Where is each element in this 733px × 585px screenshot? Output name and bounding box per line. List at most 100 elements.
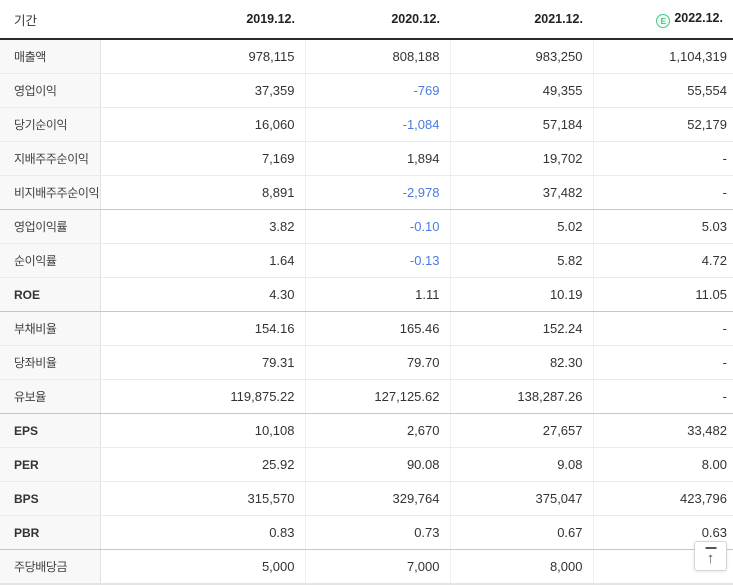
- cell-value: 0.83: [99, 515, 305, 550]
- cell-value: 79.31: [99, 345, 305, 380]
- row-label: 영업이익: [0, 73, 101, 108]
- table-row: 영업이익 37,359 -769 49,355 55,554: [0, 73, 733, 108]
- row-label: 유보율: [0, 379, 101, 414]
- cell-value: 8.00: [592, 447, 733, 482]
- cell-value: 329,764: [304, 481, 450, 516]
- cell-value: 0.73: [304, 515, 450, 550]
- cell-value: 375,047: [449, 481, 593, 516]
- cell-value: 1,894: [304, 141, 450, 176]
- cell-value: 5.03: [592, 209, 733, 244]
- cell-value: 3.82: [99, 209, 305, 244]
- row-label: BPS: [0, 481, 101, 516]
- cell-value: 8,000: [449, 549, 593, 585]
- cell-value: 119,875.22: [99, 379, 305, 414]
- cell-value: -: [592, 379, 733, 414]
- year-column-header: 2021.12.: [450, 0, 593, 40]
- cell-value: -: [592, 311, 733, 346]
- cell-value: 7,169: [99, 141, 305, 176]
- cell-value: 0.67: [449, 515, 593, 550]
- row-label: PER: [0, 447, 101, 482]
- cell-value: 5,000: [99, 549, 305, 585]
- row-label: 당기순이익: [0, 107, 101, 142]
- table-row: 지배주주순이익 7,169 1,894 19,702-: [0, 141, 733, 176]
- cell-value: -: [592, 345, 733, 380]
- cell-value: 808,188: [304, 39, 450, 74]
- cell-value: 127,125.62: [304, 379, 450, 414]
- cell-value: 152.24: [449, 311, 593, 346]
- year-column-header: 2020.12.: [305, 0, 450, 40]
- cell-value: 165.46: [304, 311, 450, 346]
- cell-value: 49,355: [449, 73, 593, 108]
- row-label: 지배주주순이익: [0, 141, 101, 176]
- table-row: 부채비율 154.16 165.46 152.24-: [0, 311, 733, 346]
- cell-value: 8,891: [99, 175, 305, 210]
- cell-value: 10.19: [449, 277, 593, 312]
- year-column-header: E 2022.12.: [593, 0, 733, 40]
- cell-value: -0.10: [304, 209, 450, 244]
- table-row: 매출액 978,115 808,188 983,250 1,104,319: [0, 39, 733, 74]
- cell-value: 33,482: [592, 413, 733, 448]
- table-row: 비지배주주순이익 8,891 -2,978 37,482-: [0, 175, 733, 210]
- row-label: 영업이익률: [0, 209, 101, 244]
- cell-value: -: [592, 175, 733, 210]
- row-label: PBR: [0, 515, 101, 550]
- period-header-label: 기간: [0, 0, 100, 40]
- cell-value: 27,657: [449, 413, 593, 448]
- row-label: 매출액: [0, 39, 101, 74]
- cell-value: -1,084: [304, 107, 450, 142]
- table-row: 당좌비율 79.31 79.70 82.30-: [0, 345, 733, 380]
- cell-value: 57,184: [449, 107, 593, 142]
- cell-value: 82.30: [449, 345, 593, 380]
- cell-value: 9.08: [449, 447, 593, 482]
- table-row: 당기순이익 16,060 -1,084 57,184 52,179: [0, 107, 733, 142]
- row-label: 순이익률: [0, 243, 101, 278]
- cell-value: 55,554: [592, 73, 733, 108]
- cell-value: 7,000: [304, 549, 450, 585]
- row-label: 주당배당금: [0, 549, 101, 585]
- cell-value: 0: [592, 549, 733, 585]
- cell-value: -: [592, 141, 733, 176]
- cell-value: 1.11: [304, 277, 450, 312]
- row-label: 비지배주주순이익: [0, 175, 101, 210]
- cell-value: 978,115: [99, 39, 305, 74]
- cell-value: 90.08: [304, 447, 450, 482]
- cell-value: 1,104,319: [592, 39, 733, 74]
- table-row: EPS 10,108 2,670 27,657 33,482: [0, 413, 733, 448]
- cell-value: 1.64: [99, 243, 305, 278]
- table-row: ROE 4.30 1.11 10.19 11.05: [0, 277, 733, 312]
- cell-value: 16,060: [99, 107, 305, 142]
- cell-value: 5.02: [449, 209, 593, 244]
- scroll-to-top-button[interactable]: ↑: [694, 541, 727, 571]
- cell-value: 2,670: [304, 413, 450, 448]
- cell-value: 25.92: [99, 447, 305, 482]
- cell-value: 37,359: [99, 73, 305, 108]
- cell-value: -2,978: [304, 175, 450, 210]
- cell-value: 4.72: [592, 243, 733, 278]
- table-row: 유보율 119,875.22 127,125.62 138,287.26-: [0, 379, 733, 414]
- cell-value: 11.05: [592, 277, 733, 312]
- cell-value: 10,108: [99, 413, 305, 448]
- table-row: PER 25.92 90.08 9.08 8.00: [0, 447, 733, 482]
- table-row: 영업이익률 3.82 -0.10 5.02 5.03: [0, 209, 733, 244]
- cell-value: 138,287.26: [449, 379, 593, 414]
- cell-value: 423,796: [592, 481, 733, 516]
- table-row: PBR 0.83 0.73 0.67 0.63: [0, 515, 733, 550]
- cell-value: 52,179: [592, 107, 733, 142]
- year-column-header: 2019.12.: [100, 0, 305, 40]
- cell-value: 983,250: [449, 39, 593, 74]
- row-label: 부채비율: [0, 311, 101, 346]
- header-row: 기간 2019.12. 2020.12. 2021.12. E 2022.12.: [0, 0, 733, 40]
- row-label: ROE: [0, 277, 101, 312]
- cell-value: -0.13: [304, 243, 450, 278]
- arrow-up-to-top-icon: ↑: [707, 547, 715, 566]
- table-row: BPS 315,570 329,764 375,047 423,796: [0, 481, 733, 516]
- cell-value: 5.82: [449, 243, 593, 278]
- cell-value: 37,482: [449, 175, 593, 210]
- cell-value: 4.30: [99, 277, 305, 312]
- estimate-icon: E: [656, 13, 671, 28]
- cell-value: 154.16: [99, 311, 305, 346]
- cell-value: 315,570: [99, 481, 305, 516]
